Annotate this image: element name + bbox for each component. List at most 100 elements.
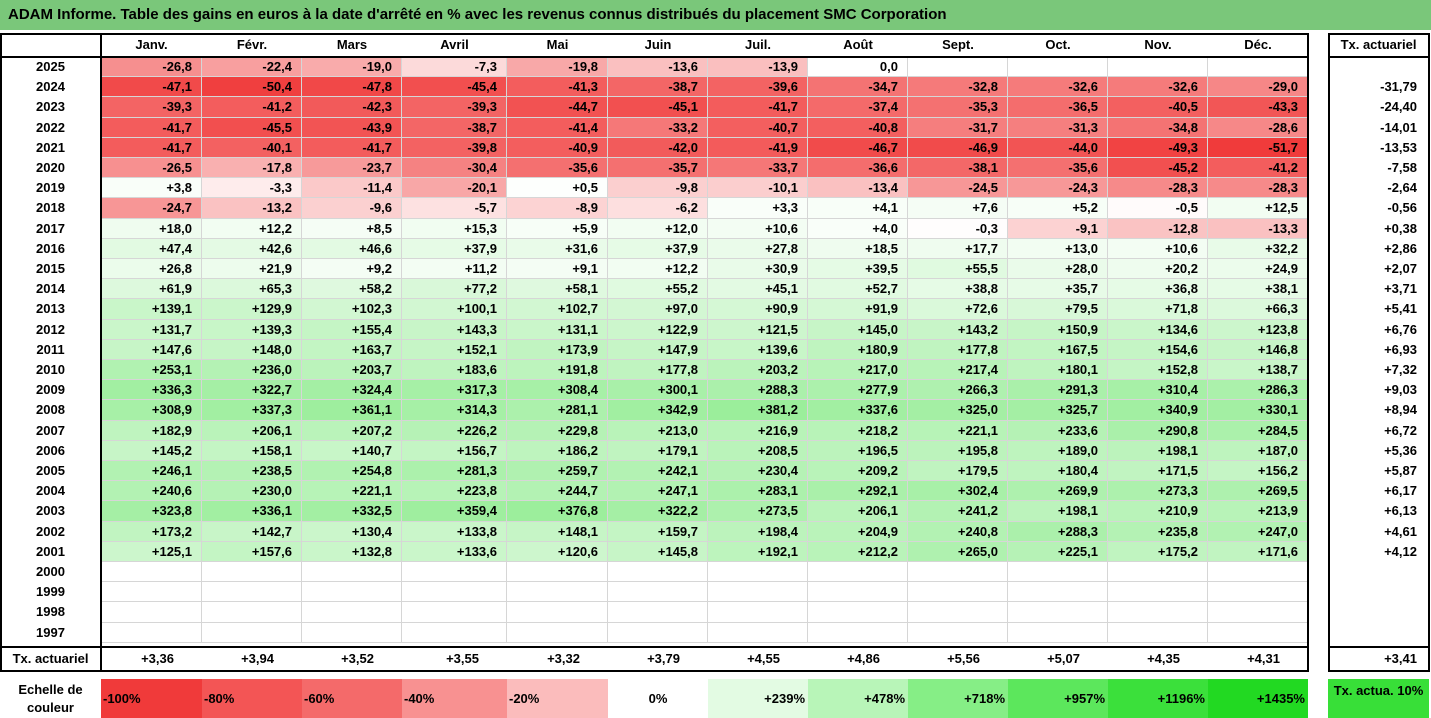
table-cell: +336,3 bbox=[101, 380, 202, 401]
table-cell: -38,1 bbox=[908, 158, 1008, 179]
table-cell: -41,3 bbox=[507, 77, 608, 98]
table-cell: -42,3 bbox=[302, 97, 402, 118]
table-cell: +37,9 bbox=[608, 238, 708, 259]
table-cell: +148,1 bbox=[507, 521, 608, 542]
table-cell: +259,7 bbox=[507, 461, 608, 482]
table-cell: -41,7 bbox=[101, 137, 202, 158]
table-cell: +229,8 bbox=[507, 420, 608, 441]
table-cell: -26,8 bbox=[101, 57, 202, 78]
table-cell: -32,8 bbox=[908, 77, 1008, 98]
table-cell: -19,8 bbox=[507, 57, 608, 78]
table-cell: +79,5 bbox=[1008, 299, 1108, 320]
year-label: 2011 bbox=[36, 341, 65, 357]
table-cell: +221,1 bbox=[908, 420, 1008, 441]
year-label: 2019 bbox=[36, 180, 65, 196]
table-cell: -13,3 bbox=[1208, 218, 1308, 239]
table-cell: +9,1 bbox=[507, 259, 608, 280]
table-cell: -40,1 bbox=[202, 137, 302, 158]
table-cell: +233,6 bbox=[1008, 420, 1108, 441]
table-cell: +273,5 bbox=[708, 501, 808, 522]
tx-actuariel-cell bbox=[1328, 582, 1429, 602]
table-cell: +61,9 bbox=[101, 279, 202, 300]
tx-actuariel-cell: +5,87 bbox=[1384, 463, 1417, 478]
table-cell: +27,8 bbox=[708, 238, 808, 259]
year-label: 2024 bbox=[36, 79, 65, 95]
table-cell bbox=[507, 602, 608, 623]
year-label: 2010 bbox=[36, 362, 65, 377]
year-label: 2020 bbox=[36, 160, 65, 175]
table-cell: +12,2 bbox=[202, 218, 302, 239]
table-cell: +65,3 bbox=[202, 279, 302, 300]
table-cell: +26,8 bbox=[101, 259, 202, 280]
table-cell: +336,1 bbox=[202, 501, 302, 522]
tx-row-value: +3,94 bbox=[241, 651, 274, 666]
table-cell: +120,6 bbox=[507, 541, 608, 562]
table-cell: -30,4 bbox=[402, 158, 507, 179]
year-label: 2004 bbox=[36, 483, 65, 499]
table-cell: +66,3 bbox=[1208, 299, 1308, 320]
table-cell: -45,2 bbox=[1108, 158, 1208, 179]
table-cell: +147,9 bbox=[608, 339, 708, 360]
table-cell: -24,7 bbox=[101, 198, 202, 219]
table-cell: -33,2 bbox=[608, 117, 708, 138]
table-cell: -35,3 bbox=[908, 97, 1008, 118]
tx-col-bottom-divider bbox=[1328, 646, 1430, 648]
table-cell: -7,3 bbox=[402, 57, 507, 78]
table-cell: +133,8 bbox=[402, 521, 507, 542]
table-cell bbox=[101, 582, 202, 603]
table-cell bbox=[507, 562, 608, 583]
table-cell: -9,8 bbox=[608, 178, 708, 199]
table-cell: +173,9 bbox=[507, 339, 608, 360]
table-cell: -28,6 bbox=[1208, 117, 1308, 138]
tx-actuariel-cell: +7,32 bbox=[1384, 362, 1417, 377]
table-cell: +246,1 bbox=[101, 461, 202, 482]
table-cell: +317,3 bbox=[402, 380, 507, 401]
table-cell: +242,1 bbox=[608, 461, 708, 482]
table-cell bbox=[1108, 562, 1208, 583]
table-cell bbox=[908, 602, 1008, 623]
tx-actuariel-cell: -2,64 bbox=[1387, 180, 1417, 196]
table-cell: -47,8 bbox=[302, 77, 402, 98]
table-cell bbox=[1208, 622, 1308, 643]
table-cell bbox=[908, 562, 1008, 583]
table-cell: -31,3 bbox=[1008, 117, 1108, 138]
table-cell: -38,7 bbox=[402, 117, 507, 138]
tx-actuariel-cell: +0,38 bbox=[1384, 220, 1417, 236]
month-header: Avril bbox=[440, 37, 469, 52]
table-cell: -46,9 bbox=[908, 137, 1008, 158]
table-cell: -29,0 bbox=[1208, 77, 1308, 98]
year-label: 2018 bbox=[36, 200, 65, 216]
table-cell: +207,2 bbox=[302, 420, 402, 441]
year-label: 2003 bbox=[36, 503, 65, 519]
table-cell bbox=[908, 582, 1008, 603]
tx-actuariel-cell bbox=[1328, 562, 1429, 582]
table-cell: -11,4 bbox=[302, 178, 402, 199]
table-cell: +132,8 bbox=[302, 541, 402, 562]
table-cell bbox=[1008, 602, 1108, 623]
tx-actuariel-cell: +6,72 bbox=[1384, 422, 1417, 438]
table-cell: +213,9 bbox=[1208, 501, 1308, 522]
table-cell bbox=[1108, 582, 1208, 603]
table-cell: -39,8 bbox=[402, 137, 507, 158]
table-cell bbox=[1108, 57, 1208, 78]
table-cell: +186,2 bbox=[507, 440, 608, 461]
table-cell: -28,3 bbox=[1108, 178, 1208, 199]
table-cell: +157,6 bbox=[202, 541, 302, 562]
table-cell: -49,3 bbox=[1108, 137, 1208, 158]
tx-actuariel-cell: +5,36 bbox=[1384, 442, 1417, 458]
table-cell bbox=[708, 562, 808, 583]
tx-row-value: +5,07 bbox=[1047, 651, 1080, 666]
tx-actuariel-cell: +3,71 bbox=[1384, 281, 1417, 297]
table-cell: +225,1 bbox=[1008, 541, 1108, 562]
table-cell: +269,5 bbox=[1208, 481, 1308, 502]
table-cell: +145,0 bbox=[808, 319, 908, 340]
table-cell: -5,7 bbox=[402, 198, 507, 219]
table-cell: -40,5 bbox=[1108, 97, 1208, 118]
table-cell bbox=[708, 622, 808, 643]
table-cell: +147,6 bbox=[101, 339, 202, 360]
table-cell: -45,5 bbox=[202, 117, 302, 138]
table-cell: +152,8 bbox=[1108, 360, 1208, 381]
table-cell bbox=[708, 602, 808, 623]
month-header: Juil. bbox=[744, 37, 771, 52]
table-cell bbox=[507, 582, 608, 603]
